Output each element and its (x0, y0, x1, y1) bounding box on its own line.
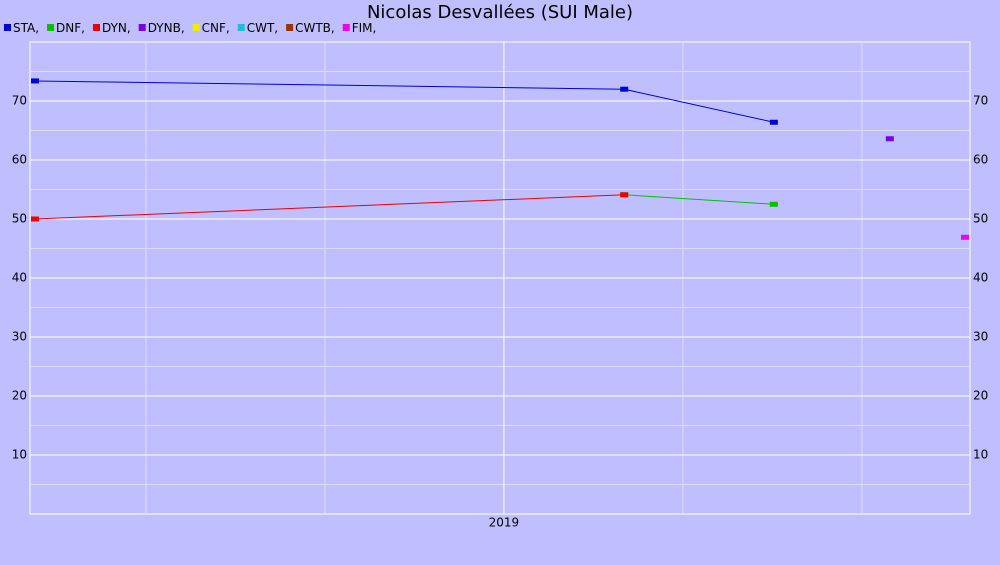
y-tick-label: 10 (12, 448, 27, 462)
y2-tick-label: 50 (973, 212, 988, 226)
data-point (885, 136, 894, 142)
legend-swatch (47, 24, 55, 31)
legend-swatch (342, 24, 350, 31)
legend-swatch (286, 24, 294, 31)
x-tick-label: 2019 (489, 516, 520, 530)
data-point (620, 192, 629, 198)
data-point (769, 119, 778, 125)
data-point (769, 201, 778, 207)
legend-swatch (4, 24, 11, 31)
y-tick-label: 30 (12, 330, 27, 344)
series-line (624, 194, 774, 205)
y2-tick-label: 30 (973, 330, 988, 344)
legend-label: DYNB, (148, 21, 185, 35)
legend-label: DYN, (102, 21, 131, 35)
y2-tick-label: 40 (973, 271, 988, 285)
data-point (31, 78, 40, 84)
legend-label: CWT, (247, 21, 278, 35)
data-point (620, 86, 629, 92)
legend-swatch (92, 24, 100, 31)
y-tick-label: 20 (12, 389, 27, 403)
y2-tick-label: 70 (973, 94, 988, 108)
series-line (34, 194, 625, 220)
data-point (960, 234, 969, 240)
y2-tick-label: 60 (973, 153, 988, 167)
chart-title: Nicolas Desvallées (SUI Male) (367, 2, 633, 23)
y-tick-label: 60 (12, 153, 27, 167)
legend-label: CNF, (202, 21, 230, 35)
legend-swatch (138, 24, 146, 31)
legend-label: FIM, (352, 21, 377, 35)
y-tick-label: 40 (12, 271, 27, 285)
legend-swatch (237, 24, 245, 31)
y2-tick-label: 20 (973, 389, 988, 403)
y-tick-label: 50 (12, 212, 27, 226)
data-point (31, 216, 40, 222)
y-tick-label: 70 (12, 94, 27, 108)
legend-label: STA, (13, 21, 39, 35)
legend-swatch (192, 24, 200, 31)
y2-tick-label: 10 (973, 448, 988, 462)
legend-label: DNF, (56, 21, 85, 35)
legend-label: CWTB, (295, 21, 335, 35)
